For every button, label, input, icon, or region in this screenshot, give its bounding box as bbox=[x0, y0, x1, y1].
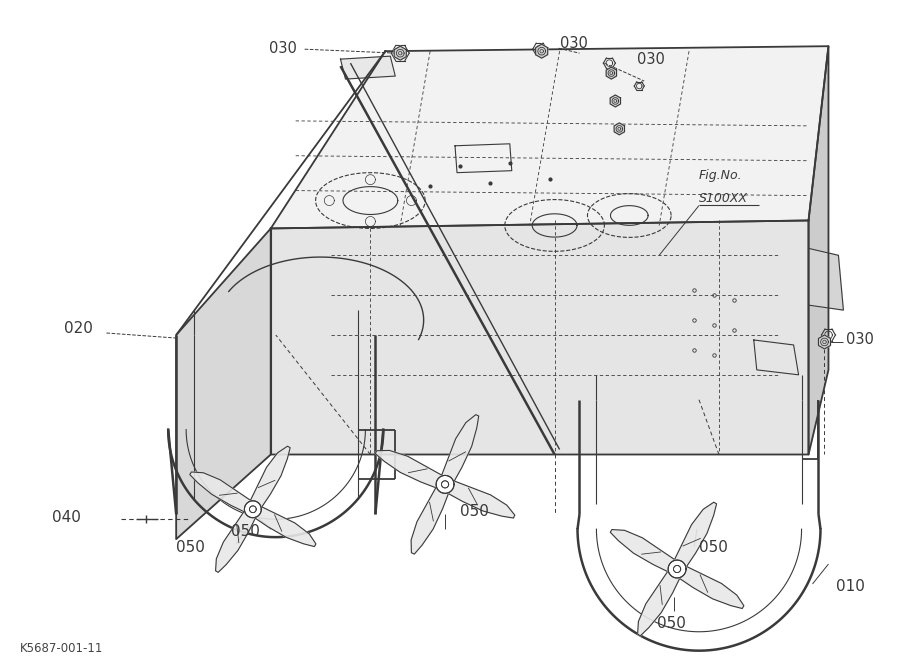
Polygon shape bbox=[247, 446, 290, 512]
Polygon shape bbox=[244, 501, 261, 518]
Polygon shape bbox=[614, 123, 625, 135]
Text: 030: 030 bbox=[268, 41, 297, 55]
Text: 040: 040 bbox=[51, 510, 81, 525]
Polygon shape bbox=[244, 501, 261, 518]
Polygon shape bbox=[439, 415, 479, 487]
Polygon shape bbox=[437, 476, 454, 494]
Text: S100XX: S100XX bbox=[699, 192, 748, 205]
Polygon shape bbox=[668, 560, 686, 578]
Text: 020: 020 bbox=[63, 321, 93, 336]
Polygon shape bbox=[809, 248, 844, 310]
Text: 030: 030 bbox=[560, 36, 587, 51]
Text: 050: 050 bbox=[657, 616, 686, 631]
Polygon shape bbox=[250, 504, 316, 546]
Polygon shape bbox=[375, 450, 448, 490]
Text: K5687-001-11: K5687-001-11 bbox=[20, 642, 103, 655]
Polygon shape bbox=[668, 560, 686, 578]
Polygon shape bbox=[610, 530, 680, 574]
Polygon shape bbox=[437, 476, 454, 494]
Polygon shape bbox=[271, 221, 809, 454]
Polygon shape bbox=[190, 472, 255, 514]
Text: 050: 050 bbox=[699, 540, 728, 554]
Polygon shape bbox=[819, 335, 831, 349]
Text: 050: 050 bbox=[460, 504, 489, 519]
Polygon shape bbox=[607, 67, 617, 79]
Polygon shape bbox=[271, 46, 828, 228]
Polygon shape bbox=[809, 46, 828, 454]
Text: 050: 050 bbox=[176, 540, 205, 554]
Text: 050: 050 bbox=[231, 524, 260, 539]
Polygon shape bbox=[216, 506, 258, 572]
Polygon shape bbox=[341, 56, 395, 79]
Polygon shape bbox=[536, 44, 548, 58]
Polygon shape bbox=[638, 566, 683, 636]
Text: Fig.No.: Fig.No. bbox=[699, 169, 743, 182]
Polygon shape bbox=[394, 46, 406, 60]
Text: 030: 030 bbox=[846, 332, 874, 348]
Text: 010: 010 bbox=[836, 580, 866, 594]
Polygon shape bbox=[610, 95, 620, 107]
Polygon shape bbox=[672, 502, 717, 572]
Polygon shape bbox=[176, 228, 271, 539]
Text: 030: 030 bbox=[637, 51, 665, 67]
Polygon shape bbox=[411, 482, 451, 554]
Polygon shape bbox=[442, 478, 515, 518]
Polygon shape bbox=[674, 564, 743, 608]
